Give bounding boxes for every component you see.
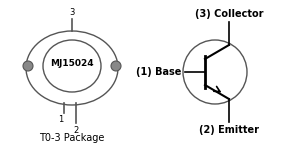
Ellipse shape [111, 61, 121, 71]
Text: 1: 1 [58, 115, 64, 124]
Text: MJ15024: MJ15024 [50, 60, 94, 69]
Ellipse shape [23, 61, 33, 71]
Text: (2) Emitter: (2) Emitter [199, 125, 259, 135]
Text: (1) Base: (1) Base [136, 67, 181, 77]
Text: 2: 2 [73, 126, 79, 135]
Text: 3: 3 [69, 8, 75, 17]
Text: (3) Collector: (3) Collector [195, 9, 263, 19]
Text: T0-3 Package: T0-3 Package [39, 133, 105, 143]
